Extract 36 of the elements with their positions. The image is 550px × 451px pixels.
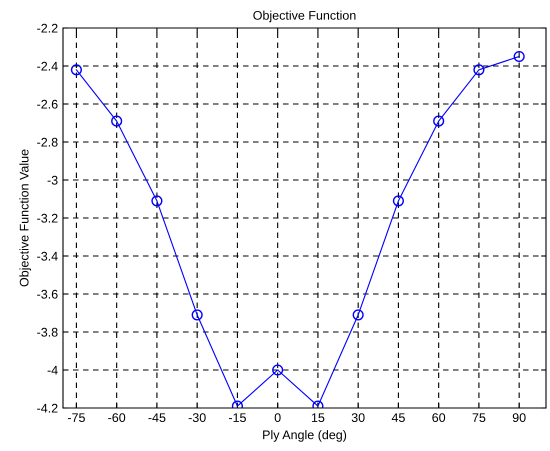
x-tick-label: 60 bbox=[432, 413, 446, 422]
y-tick-label: -3.4 bbox=[37, 252, 58, 261]
x-tick-label: -45 bbox=[148, 413, 166, 422]
point bbox=[473, 64, 484, 76]
y-tick-label: -3.6 bbox=[37, 290, 58, 299]
x-tick-label: -60 bbox=[108, 413, 126, 422]
y-axis-title: Objective Function Value bbox=[19, 150, 32, 286]
y-tick-label: -4.2 bbox=[37, 404, 58, 413]
point bbox=[272, 364, 284, 376]
y-tick-label: -2.4 bbox=[37, 62, 58, 71]
y-tick-label: -2.6 bbox=[37, 100, 58, 109]
chart-title: Objective Function bbox=[253, 10, 356, 22]
point bbox=[433, 116, 444, 127]
x-tick-label: -15 bbox=[228, 413, 246, 422]
y-tick-label: -3 bbox=[48, 176, 58, 185]
x-tick-label: 45 bbox=[392, 413, 405, 422]
y-tick-label: -4 bbox=[48, 366, 58, 375]
point bbox=[70, 64, 82, 76]
x-axis-title: Ply Angle (deg) bbox=[263, 430, 346, 442]
point bbox=[111, 116, 122, 127]
point bbox=[392, 195, 404, 206]
point bbox=[514, 50, 525, 62]
x-tick-label: -75 bbox=[68, 413, 85, 422]
y-tick-label: -3.2 bbox=[37, 214, 58, 223]
x-tick-label: 0 bbox=[274, 413, 281, 422]
x-tick-label: 75 bbox=[472, 413, 486, 422]
x-tick-label: 90 bbox=[512, 413, 526, 422]
y-tick-label: -3.8 bbox=[37, 328, 58, 337]
point bbox=[151, 195, 162, 206]
point bbox=[192, 309, 203, 320]
y-tick-label: -2.8 bbox=[37, 138, 58, 147]
y-tick-label: -2.2 bbox=[37, 24, 58, 33]
point bbox=[352, 309, 364, 320]
x-tick-label: 30 bbox=[352, 413, 365, 422]
x-tick-label: -30 bbox=[188, 413, 206, 422]
x-tick-label: 15 bbox=[312, 413, 324, 422]
